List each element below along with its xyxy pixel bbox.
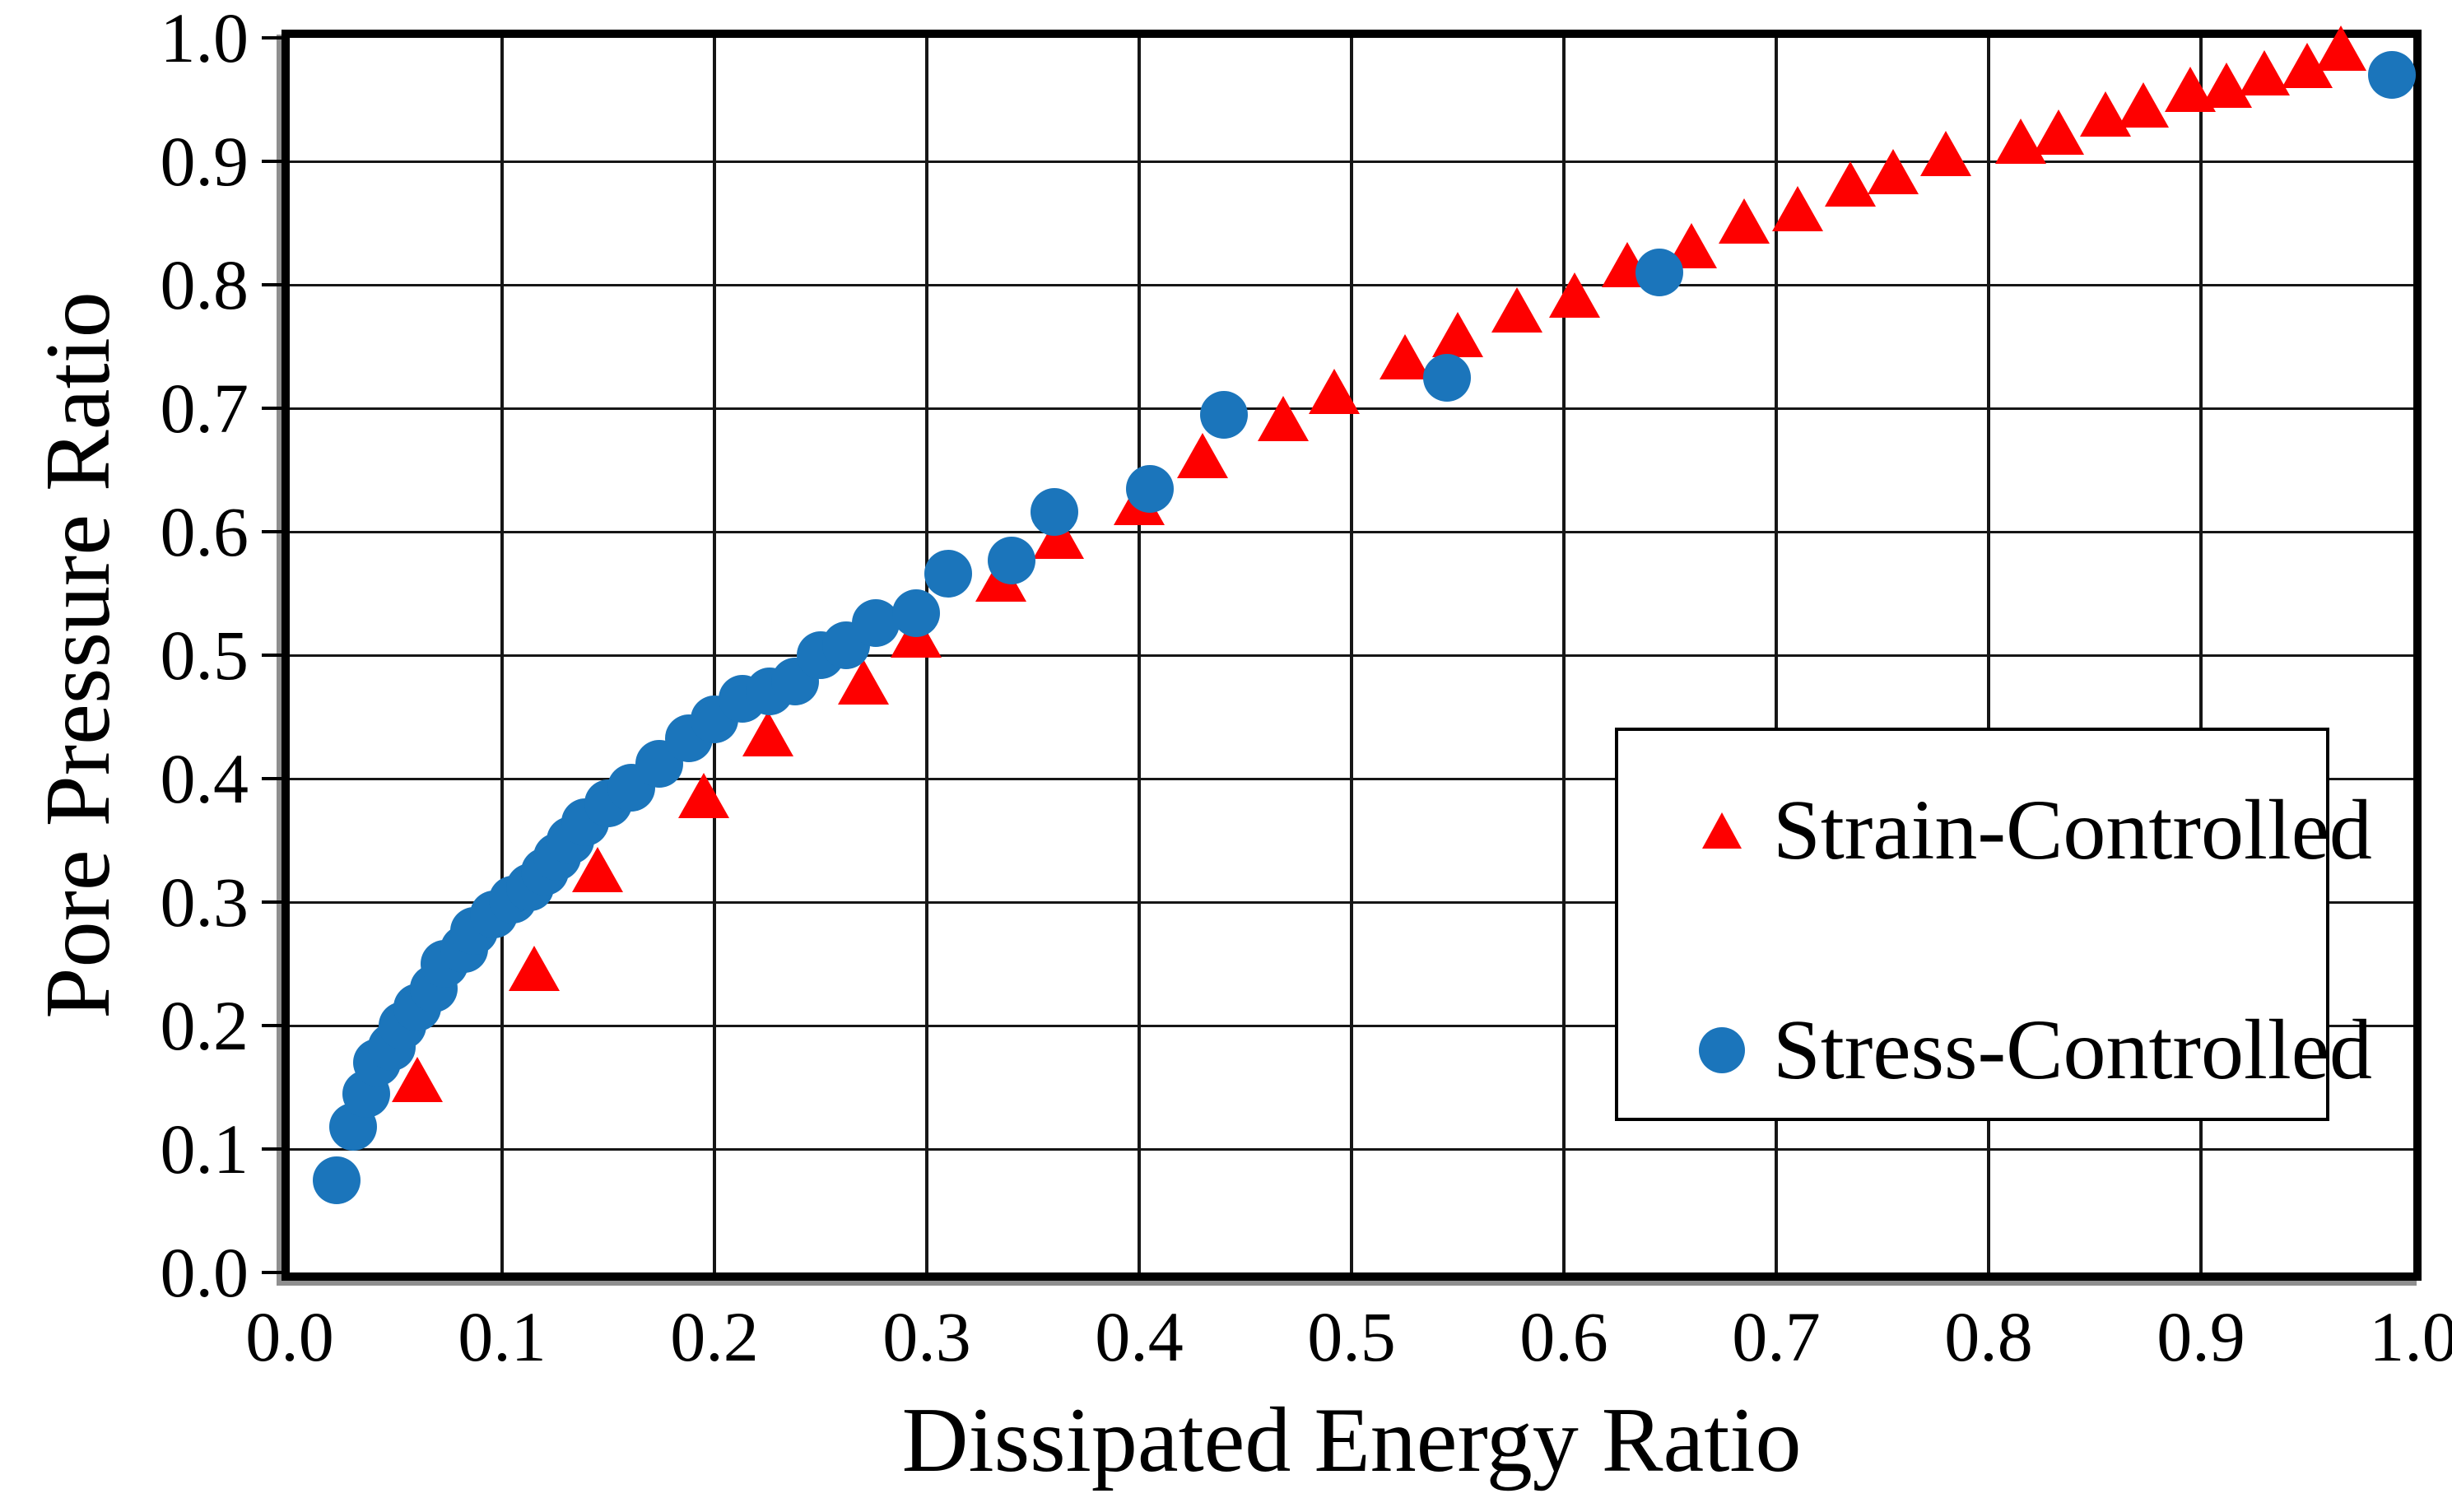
x-tick-label: 0.2: [670, 1297, 759, 1376]
stress-controlled-point: [924, 550, 972, 598]
x-tick-label: 0.5: [1307, 1297, 1396, 1376]
y-tick-mark: [262, 283, 281, 286]
x-tick-label: 1.0: [2369, 1297, 2452, 1376]
strain-controlled-point: [1258, 396, 1310, 441]
x-tick-label: 0.1: [458, 1297, 547, 1376]
strain-controlled-point: [1548, 272, 1600, 318]
stress-controlled-point: [1125, 464, 1174, 513]
grid-line-horizontal: [290, 284, 2413, 286]
grid-line-horizontal: [290, 161, 2413, 163]
y-tick-label: 0.2: [160, 986, 249, 1065]
stress-controlled-point: [1635, 249, 1684, 296]
y-tick-label: 0.0: [160, 1233, 249, 1312]
strain-controlled-point: [508, 945, 560, 991]
y-tick-label: 0.9: [160, 122, 249, 201]
y-tick-label: 0.6: [160, 492, 249, 571]
stress-controlled-point: [2368, 51, 2417, 99]
stress-controlled-point: [1423, 353, 1472, 402]
x-axis-title: Dissipated Energy Ratio: [901, 1389, 1802, 1491]
y-axis-title: Pore Pressure Ratio: [27, 291, 129, 1019]
x-tick-label: 0.9: [2157, 1297, 2245, 1376]
y-tick-label: 0.1: [160, 1110, 249, 1189]
strain-controlled-point: [1379, 334, 1431, 379]
grid-line-vertical: [2199, 38, 2203, 1272]
stress-controlled-point: [988, 536, 1036, 584]
strain-controlled-point: [1920, 130, 1972, 176]
x-tick-label: 0.6: [1519, 1297, 1608, 1376]
y-tick-mark: [262, 900, 281, 904]
strain-controlled-point: [1177, 433, 1229, 478]
stress-controlled-point: [1200, 390, 1249, 439]
y-tick-label: 1.0: [160, 0, 249, 77]
y-tick-label: 0.7: [160, 369, 249, 448]
x-tick-label: 0.8: [1944, 1297, 2033, 1376]
y-tick-mark: [262, 1024, 281, 1027]
x-tick-label: 0.0: [245, 1297, 334, 1376]
strain-controlled-point: [2118, 82, 2170, 128]
strain-controlled-point: [1309, 369, 1361, 414]
triangle-marker-icon: [1702, 812, 1742, 849]
y-tick-label: 0.5: [160, 616, 249, 695]
stress-controlled-point: [312, 1156, 361, 1204]
grid-line-horizontal: [290, 531, 2413, 533]
strain-controlled-point: [2033, 109, 2085, 155]
strain-controlled-point: [678, 772, 730, 818]
legend-box: Strain-Controlled Stress-Controlled: [1615, 728, 2372, 1121]
strain-controlled-point: [1771, 186, 1823, 231]
stress-controlled-point: [892, 589, 941, 637]
x-tick-label: 0.3: [882, 1297, 971, 1376]
y-tick-label: 0.4: [160, 739, 249, 818]
y-tick-mark: [262, 777, 281, 780]
y-tick-label: 0.8: [160, 245, 249, 324]
y-tick-mark: [262, 160, 281, 163]
grid-line-vertical: [1775, 38, 1778, 1272]
x-tick-label: 0.4: [1095, 1297, 1184, 1376]
y-tick-mark: [262, 530, 281, 533]
y-tick-mark: [262, 1147, 281, 1151]
strain-controlled-point: [1432, 312, 1483, 357]
y-tick-mark: [262, 1271, 281, 1274]
grid-line-horizontal: [290, 654, 2413, 657]
circle-marker-icon: [1699, 1027, 1745, 1073]
legend-item-label: Strain-Controlled: [1773, 783, 2372, 877]
stress-controlled-point: [852, 599, 900, 647]
x-tick-label: 0.7: [1732, 1297, 1821, 1376]
y-tick-mark: [262, 654, 281, 657]
grid-line-vertical: [1987, 38, 1990, 1272]
strain-controlled-point: [1867, 149, 1919, 194]
strain-controlled-point: [1491, 287, 1543, 333]
y-tick-label: 0.3: [160, 863, 249, 942]
stress-controlled-point: [1030, 488, 1078, 536]
y-tick-mark: [262, 36, 281, 40]
grid-line-vertical: [1562, 38, 1566, 1272]
legend-item-label: Stress-Controlled: [1773, 1003, 2372, 1097]
strain-controlled-point: [2315, 26, 2367, 71]
strain-controlled-point: [1719, 198, 1770, 244]
plot-border: [281, 30, 2422, 1281]
y-tick-mark: [262, 407, 281, 410]
